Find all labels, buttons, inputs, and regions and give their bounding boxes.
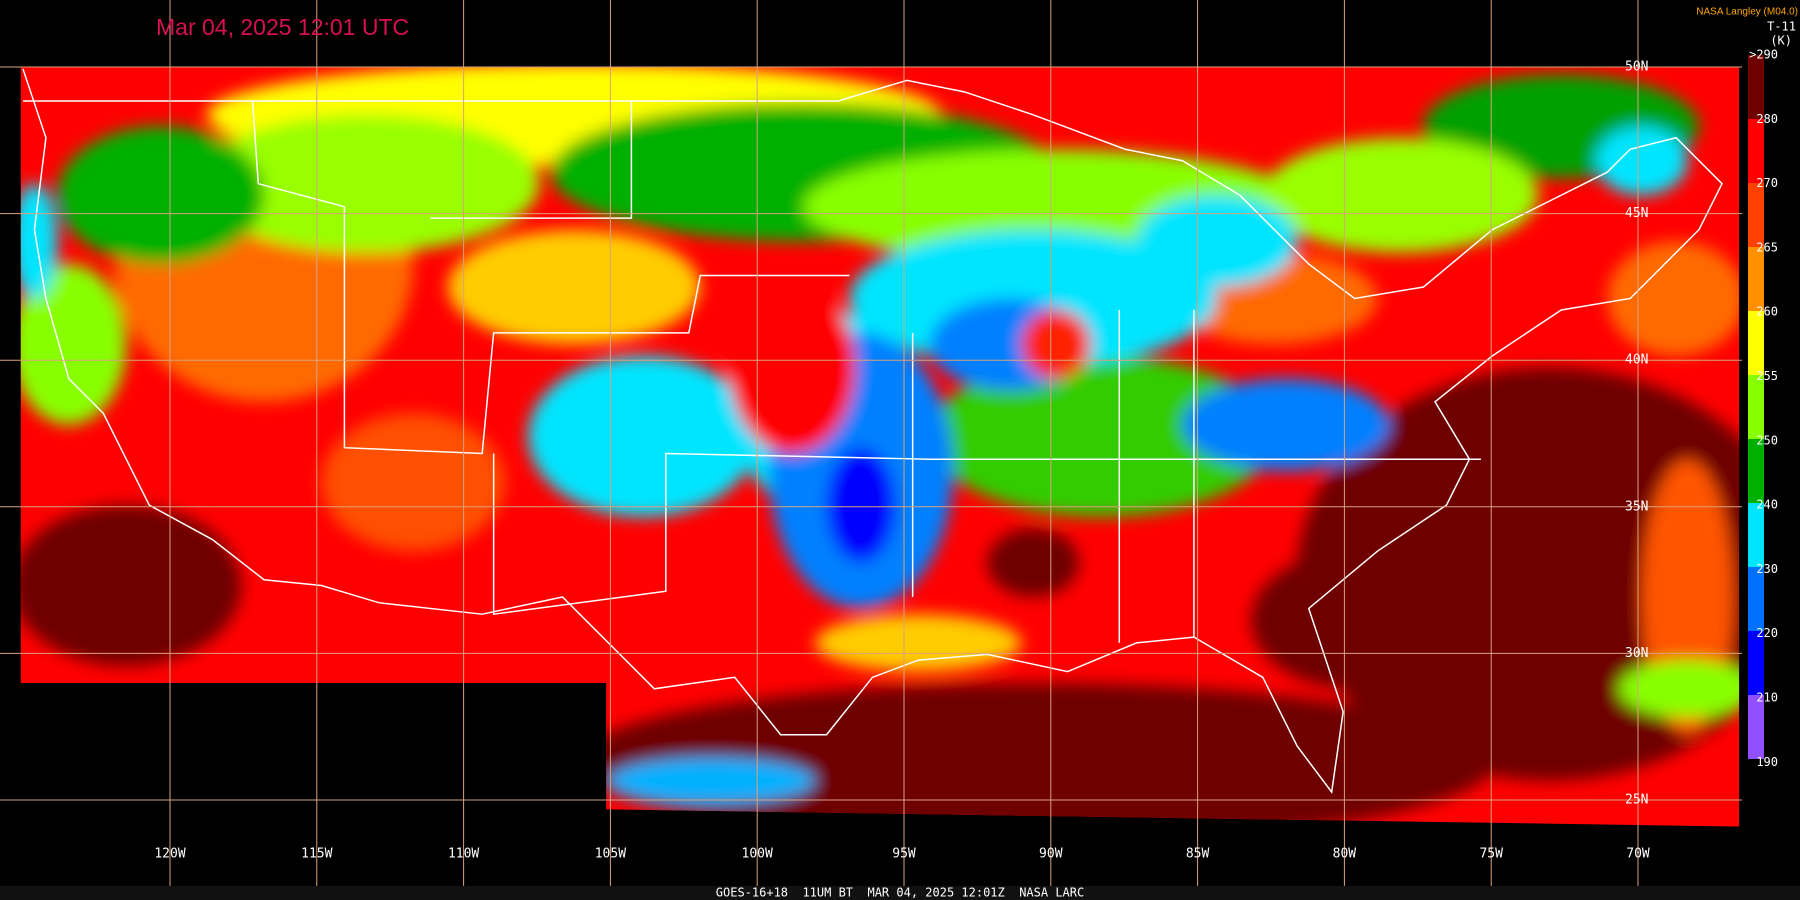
lat-lon-grid — [0, 0, 1742, 886]
longitude-label: 75W — [1479, 847, 1503, 862]
scale-label: >290 — [1749, 48, 1778, 62]
color-scale: NASA Langley (M04.0) T-11 (K) >290 280 270… — [1696, 7, 1798, 769]
latitude-label: 30N — [1625, 646, 1648, 661]
longitude-label: 110W — [448, 847, 479, 862]
scale-label: 255 — [1756, 369, 1778, 383]
longitude-label: 120W — [154, 847, 185, 862]
scale-label: 240 — [1756, 498, 1778, 512]
scale-segment — [1748, 119, 1764, 183]
scale-segment — [1748, 311, 1764, 375]
longitude-label: 90W — [1039, 847, 1063, 862]
scale-label: 280 — [1756, 112, 1778, 126]
scale-segment — [1748, 247, 1764, 311]
scale-segment — [1748, 439, 1764, 503]
cloud-field — [20, 66, 1740, 827]
footer-bar — [0, 886, 1800, 900]
longitude-label: 105W — [595, 847, 626, 862]
scale-segment — [1748, 183, 1764, 247]
scale-segment — [1748, 55, 1764, 119]
scale-segment — [1748, 567, 1764, 631]
scale-segment — [1748, 695, 1764, 759]
grid-labels: 120W 115W 110W 105W 100W 95W 90W 85W 80W 75W 70W 50… — [154, 60, 1650, 862]
scale-label: 260 — [1756, 305, 1778, 319]
footer-caption: GOES-16+18 11UM BT MAR 04, 2025 12:01Z N… — [716, 886, 1084, 900]
scale-segment — [1748, 375, 1764, 439]
legend-unit: (K) — [1770, 34, 1792, 48]
scale-label: 230 — [1756, 562, 1778, 576]
longitude-label: 80W — [1333, 847, 1357, 862]
longitude-label: 115W — [301, 847, 332, 862]
legend-channel: T-11 — [1767, 20, 1796, 34]
scale-segment — [1748, 503, 1764, 567]
scale-label: 190 — [1756, 755, 1778, 769]
latitude-label: 25N — [1625, 793, 1648, 808]
latitude-label: 50N — [1625, 60, 1648, 75]
scale-label: 220 — [1756, 626, 1778, 640]
latitude-label: 40N — [1625, 353, 1648, 368]
longitude-label: 85W — [1186, 847, 1210, 862]
latitude-label: 45N — [1625, 206, 1648, 221]
image-title: Mar 04, 2025 12:01 UTC — [156, 14, 409, 40]
latitude-label: 35N — [1625, 499, 1648, 514]
scale-label: 210 — [1756, 691, 1778, 705]
scale-label: 270 — [1756, 176, 1778, 190]
longitude-label: 95W — [892, 847, 916, 862]
scale-label: 265 — [1756, 240, 1778, 254]
legend-source: NASA Langley (M04.0) — [1696, 7, 1798, 18]
longitude-label: 70W — [1626, 847, 1650, 862]
scale-label: 250 — [1756, 433, 1778, 447]
longitude-label: 100W — [742, 847, 773, 862]
boundaries — [22, 68, 1723, 795]
scale-segment — [1748, 631, 1764, 695]
